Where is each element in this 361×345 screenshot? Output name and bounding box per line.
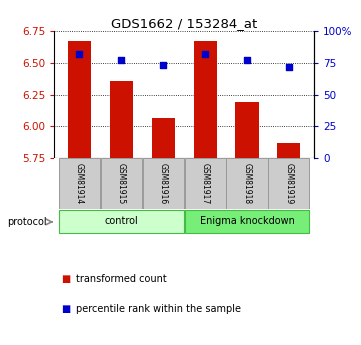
Text: transformed count: transformed count xyxy=(76,275,166,284)
Text: protocol: protocol xyxy=(7,217,47,227)
Point xyxy=(202,51,208,57)
Bar xyxy=(143,158,184,209)
Point xyxy=(77,51,82,57)
Text: ■: ■ xyxy=(61,304,71,314)
Bar xyxy=(226,158,268,209)
Bar xyxy=(59,210,184,233)
Text: GSM81914: GSM81914 xyxy=(75,163,84,204)
Bar xyxy=(277,143,300,158)
Bar xyxy=(101,158,142,209)
Text: ■: ■ xyxy=(61,275,71,284)
Text: GSM81916: GSM81916 xyxy=(158,163,168,204)
Bar xyxy=(184,158,226,209)
Bar xyxy=(193,41,217,158)
Text: control: control xyxy=(104,216,138,226)
Point xyxy=(118,58,124,63)
Text: percentile rank within the sample: percentile rank within the sample xyxy=(76,304,241,314)
Text: GSM81917: GSM81917 xyxy=(201,163,210,204)
Bar xyxy=(68,41,91,158)
Point xyxy=(160,63,166,68)
Text: GSM81915: GSM81915 xyxy=(117,163,126,204)
Point xyxy=(244,58,250,63)
Bar xyxy=(110,81,133,158)
Title: GDS1662 / 153284_at: GDS1662 / 153284_at xyxy=(111,17,257,30)
Point xyxy=(286,64,292,69)
Text: GSM81919: GSM81919 xyxy=(284,163,293,204)
Bar xyxy=(152,118,175,158)
Text: GSM81918: GSM81918 xyxy=(243,163,252,204)
Bar xyxy=(184,210,309,233)
Text: Enigma knockdown: Enigma knockdown xyxy=(200,216,295,226)
Bar xyxy=(59,158,100,209)
Bar xyxy=(268,158,309,209)
Bar xyxy=(235,102,258,158)
